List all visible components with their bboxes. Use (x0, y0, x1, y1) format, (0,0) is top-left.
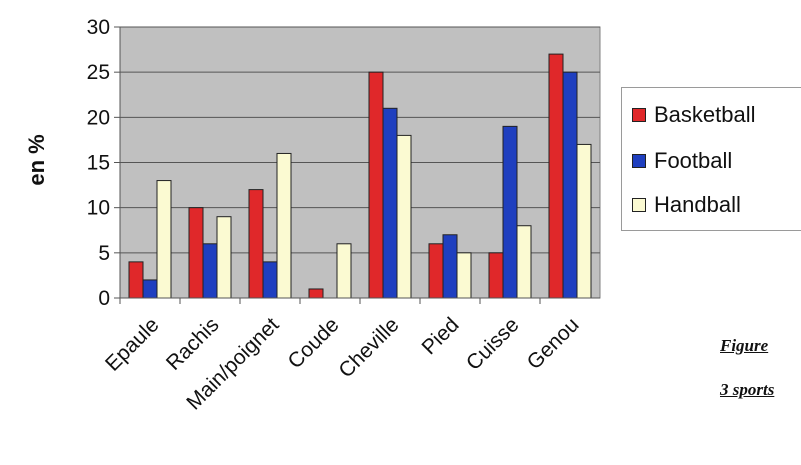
bar-basketball-cheville (368, 71, 384, 299)
y-axis: 0 5 10 15 20 25 30 (87, 16, 121, 310)
x-tick-label: Epaule (101, 313, 164, 376)
bar-football-cuisse (502, 125, 518, 299)
bar-handball-coude (336, 243, 352, 299)
bar-basketball-pied (428, 243, 444, 299)
bar-handball-genou (576, 143, 592, 299)
bar-handball-epaule (156, 180, 172, 299)
bar-handball-rachis (216, 216, 232, 299)
y-tick-label: 30 (87, 16, 110, 39)
y-tick-label: 5 (98, 242, 110, 265)
x-tick-label: Genou (523, 313, 584, 374)
x-tick-label: Cuisse (462, 313, 524, 375)
bar-football-cheville (382, 107, 398, 299)
y-axis-title: en % (24, 134, 49, 185)
bar-series (128, 53, 592, 299)
legend-swatch-basketball (632, 108, 646, 122)
bar-basketball-epaule (128, 261, 144, 299)
y-tick-label: 15 (87, 152, 110, 175)
figure-caption-line-2: 3 sports (720, 380, 775, 399)
y-tick-label: 10 (87, 197, 110, 220)
legend-item-football: Football (632, 148, 732, 174)
bar-football-rachis (202, 243, 218, 299)
x-tick-label: Cheville (334, 313, 403, 382)
x-tick-label: Pied (418, 313, 464, 359)
bar-football-pied (442, 234, 458, 299)
y-tick-label: 25 (87, 61, 110, 84)
bar-basketball-genou (548, 53, 564, 299)
bar-handball-cheville (396, 134, 412, 299)
figure-caption-line-1: Figure (720, 336, 769, 355)
bar-handball-cuisse (516, 225, 532, 299)
bar-handball-main-poignet (276, 152, 292, 299)
x-tick-label: Coude (284, 313, 344, 373)
bar-football-main-poignet (262, 261, 278, 299)
bar-basketball-main-poignet (248, 189, 264, 299)
bar-basketball-coude (308, 288, 324, 299)
legend-item-handball: Handball (632, 192, 741, 218)
y-tick-label: 20 (87, 106, 110, 129)
y-tick-label: 0 (98, 287, 110, 310)
chart-legend: Basketball Football Handball (621, 87, 801, 231)
legend-label-football: Football (654, 148, 733, 173)
legend-swatch-football (632, 154, 646, 168)
legend-label-handball: Handball (654, 192, 741, 217)
bar-basketball-cuisse (488, 252, 504, 299)
bar-football-epaule (142, 279, 158, 299)
bar-basketball-rachis (188, 207, 204, 299)
bar-football-genou (562, 71, 578, 299)
legend-swatch-handball (632, 198, 646, 212)
bar-handball-pied (456, 252, 472, 299)
legend-item-basketball: Basketball (632, 102, 756, 128)
legend-label-basketball: Basketball (654, 102, 756, 127)
